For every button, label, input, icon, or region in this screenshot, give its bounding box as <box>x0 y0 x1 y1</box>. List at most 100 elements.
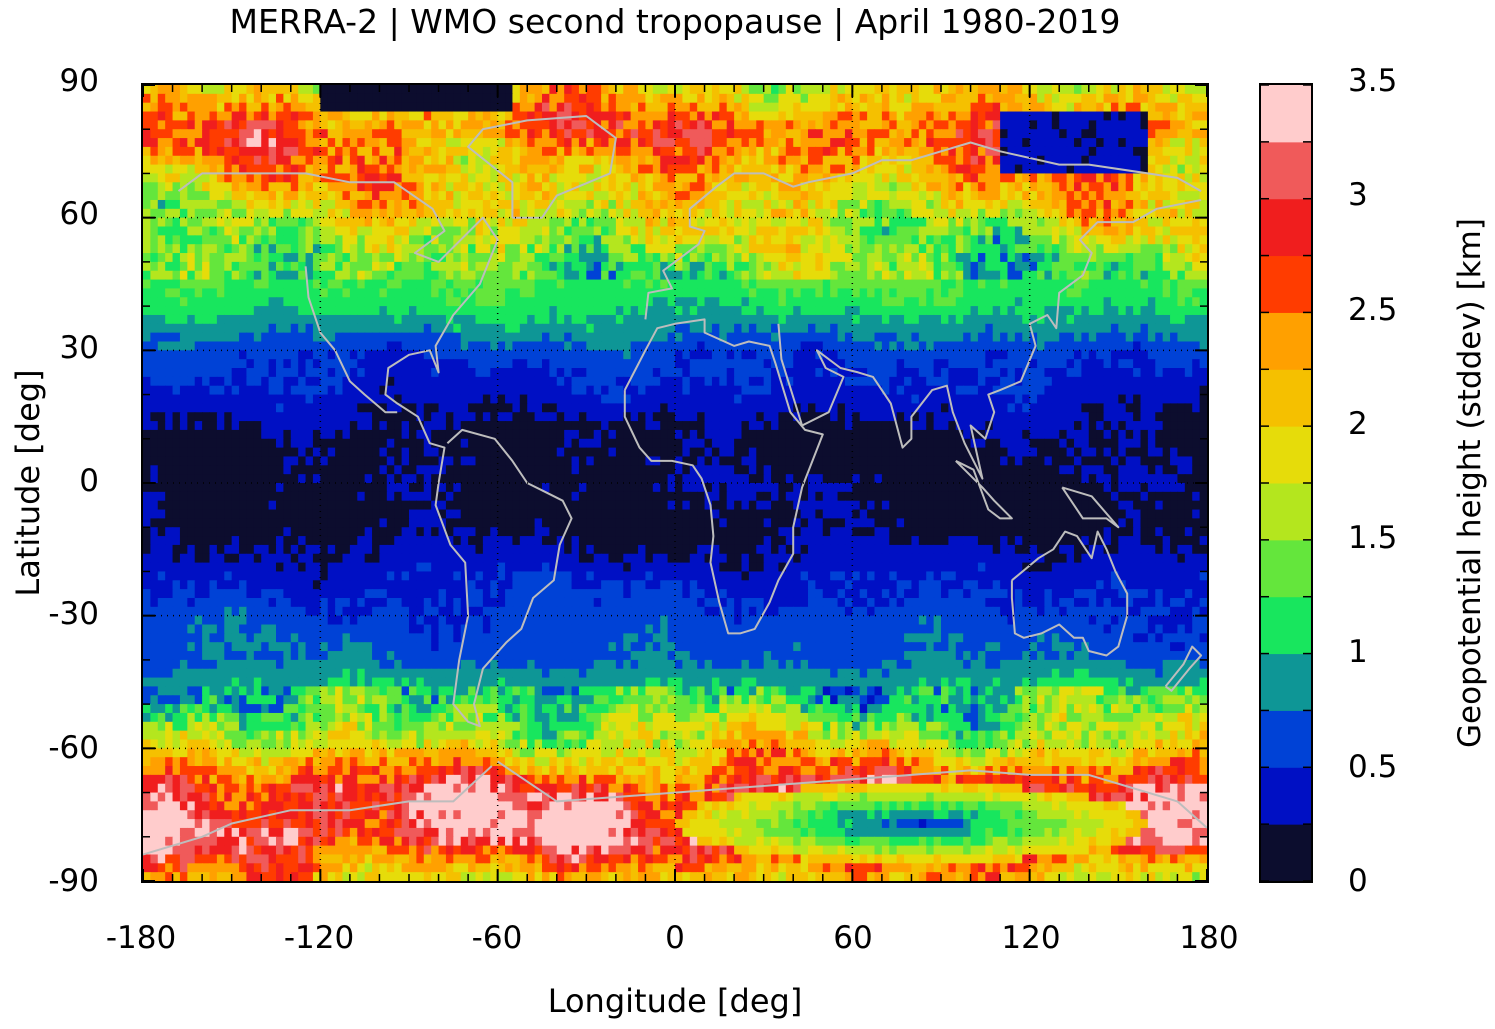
heatmap-cell <box>867 120 876 130</box>
heatmap-cell <box>608 288 617 298</box>
heatmap-cell <box>556 173 565 183</box>
heatmap-cell <box>157 288 166 298</box>
heatmap-cell <box>505 376 514 387</box>
heatmap-cell <box>512 93 521 104</box>
heatmap-cell <box>445 368 454 378</box>
heatmap-cell <box>431 235 440 245</box>
heatmap-cell <box>734 297 743 307</box>
heatmap-cell <box>859 359 868 369</box>
heatmap-cell <box>379 350 388 360</box>
heatmap-cell <box>874 138 883 148</box>
heatmap-cell <box>386 376 395 387</box>
heatmap-cell <box>1081 217 1090 228</box>
heatmap-cell <box>615 279 624 290</box>
heatmap-cell <box>675 323 683 334</box>
heatmap-cell <box>941 182 949 192</box>
heatmap-cell <box>527 341 536 351</box>
heatmap-cell <box>918 146 927 157</box>
heatmap-cell <box>305 173 314 183</box>
heatmap-cell <box>409 138 417 148</box>
heatmap-cell <box>615 306 624 316</box>
heatmap-cell <box>889 306 898 316</box>
heatmap-cell <box>394 341 403 351</box>
heatmap-cell <box>1184 111 1193 121</box>
heatmap-cell <box>512 323 521 334</box>
heatmap-cell <box>268 111 277 121</box>
heatmap-cell <box>312 164 321 175</box>
heatmap-cell <box>194 93 203 104</box>
heatmap-cell <box>157 129 166 139</box>
heatmap-cell <box>904 306 913 316</box>
heatmap-cell <box>534 359 543 369</box>
heatmap-cell <box>763 385 772 396</box>
heatmap-cell <box>194 314 203 325</box>
heatmap-cell <box>312 235 321 245</box>
heatmap-cell <box>1184 138 1193 148</box>
heatmap-cell <box>867 235 876 245</box>
heatmap-cell <box>697 102 706 113</box>
heatmap-cell <box>748 93 757 104</box>
map-plot-area[interactable] <box>141 83 1209 883</box>
heatmap-cell <box>815 306 824 316</box>
heatmap-cell <box>859 138 868 148</box>
heatmap-cell <box>305 253 314 263</box>
heatmap-cell <box>335 306 344 316</box>
heatmap-cell <box>231 314 240 325</box>
heatmap-cell <box>711 199 720 210</box>
heatmap-cell <box>335 102 344 113</box>
heatmap-cell <box>1066 155 1075 166</box>
heatmap-cell <box>689 297 698 307</box>
heatmap-svg <box>143 85 1207 881</box>
heatmap-cell <box>290 359 299 369</box>
heatmap-cell <box>320 120 329 130</box>
heatmap-cell <box>675 226 683 236</box>
heatmap-cell <box>689 350 698 360</box>
heatmap-cell <box>926 191 935 201</box>
heatmap-cell <box>748 385 757 396</box>
heatmap-cell <box>349 217 358 228</box>
heatmap-cell <box>1000 297 1009 307</box>
heatmap-cell <box>519 279 528 290</box>
heatmap-cell <box>667 332 676 343</box>
heatmap-cell <box>815 93 824 104</box>
heatmap-cell <box>556 164 565 175</box>
heatmap-cell <box>187 173 196 183</box>
heatmap-cell <box>556 208 565 219</box>
heatmap-cell <box>948 129 957 139</box>
heatmap-cell <box>431 350 440 360</box>
heatmap-cell <box>1007 111 1016 121</box>
heatmap-cell <box>1199 129 1207 139</box>
heatmap-cell <box>793 314 802 325</box>
heatmap-cell <box>874 102 883 113</box>
heatmap-cell <box>667 129 676 139</box>
heatmap-cell <box>689 385 698 396</box>
heatmap-cell <box>157 368 166 378</box>
heatmap-cell <box>800 191 809 201</box>
heatmap-cell <box>342 359 351 369</box>
heatmap-cell <box>512 279 521 290</box>
heatmap-cell <box>416 208 425 219</box>
heatmap-cell <box>490 385 499 396</box>
heatmap-cell <box>460 323 469 334</box>
heatmap-cell <box>1170 182 1179 192</box>
heatmap-cell <box>283 297 292 307</box>
heatmap-cell <box>704 297 713 307</box>
heatmap-cell <box>143 341 151 351</box>
heatmap-cell <box>416 341 425 351</box>
heatmap-cell <box>867 138 876 148</box>
heatmap-cell <box>409 93 417 104</box>
heatmap-cell <box>852 155 861 166</box>
heatmap-cell <box>977 191 986 201</box>
heatmap-cell <box>963 341 972 351</box>
heatmap-cell <box>1140 164 1149 175</box>
heatmap-cell <box>697 253 706 263</box>
heatmap-cell <box>711 288 720 298</box>
heatmap-cell <box>911 368 920 378</box>
heatmap-cell <box>490 191 499 201</box>
heatmap-cell <box>423 111 432 121</box>
heatmap-cell <box>187 279 196 290</box>
heatmap-cell <box>335 350 344 360</box>
heatmap-cell <box>490 279 499 290</box>
heatmap-cell <box>1133 182 1142 192</box>
heatmap-cell <box>719 350 728 360</box>
